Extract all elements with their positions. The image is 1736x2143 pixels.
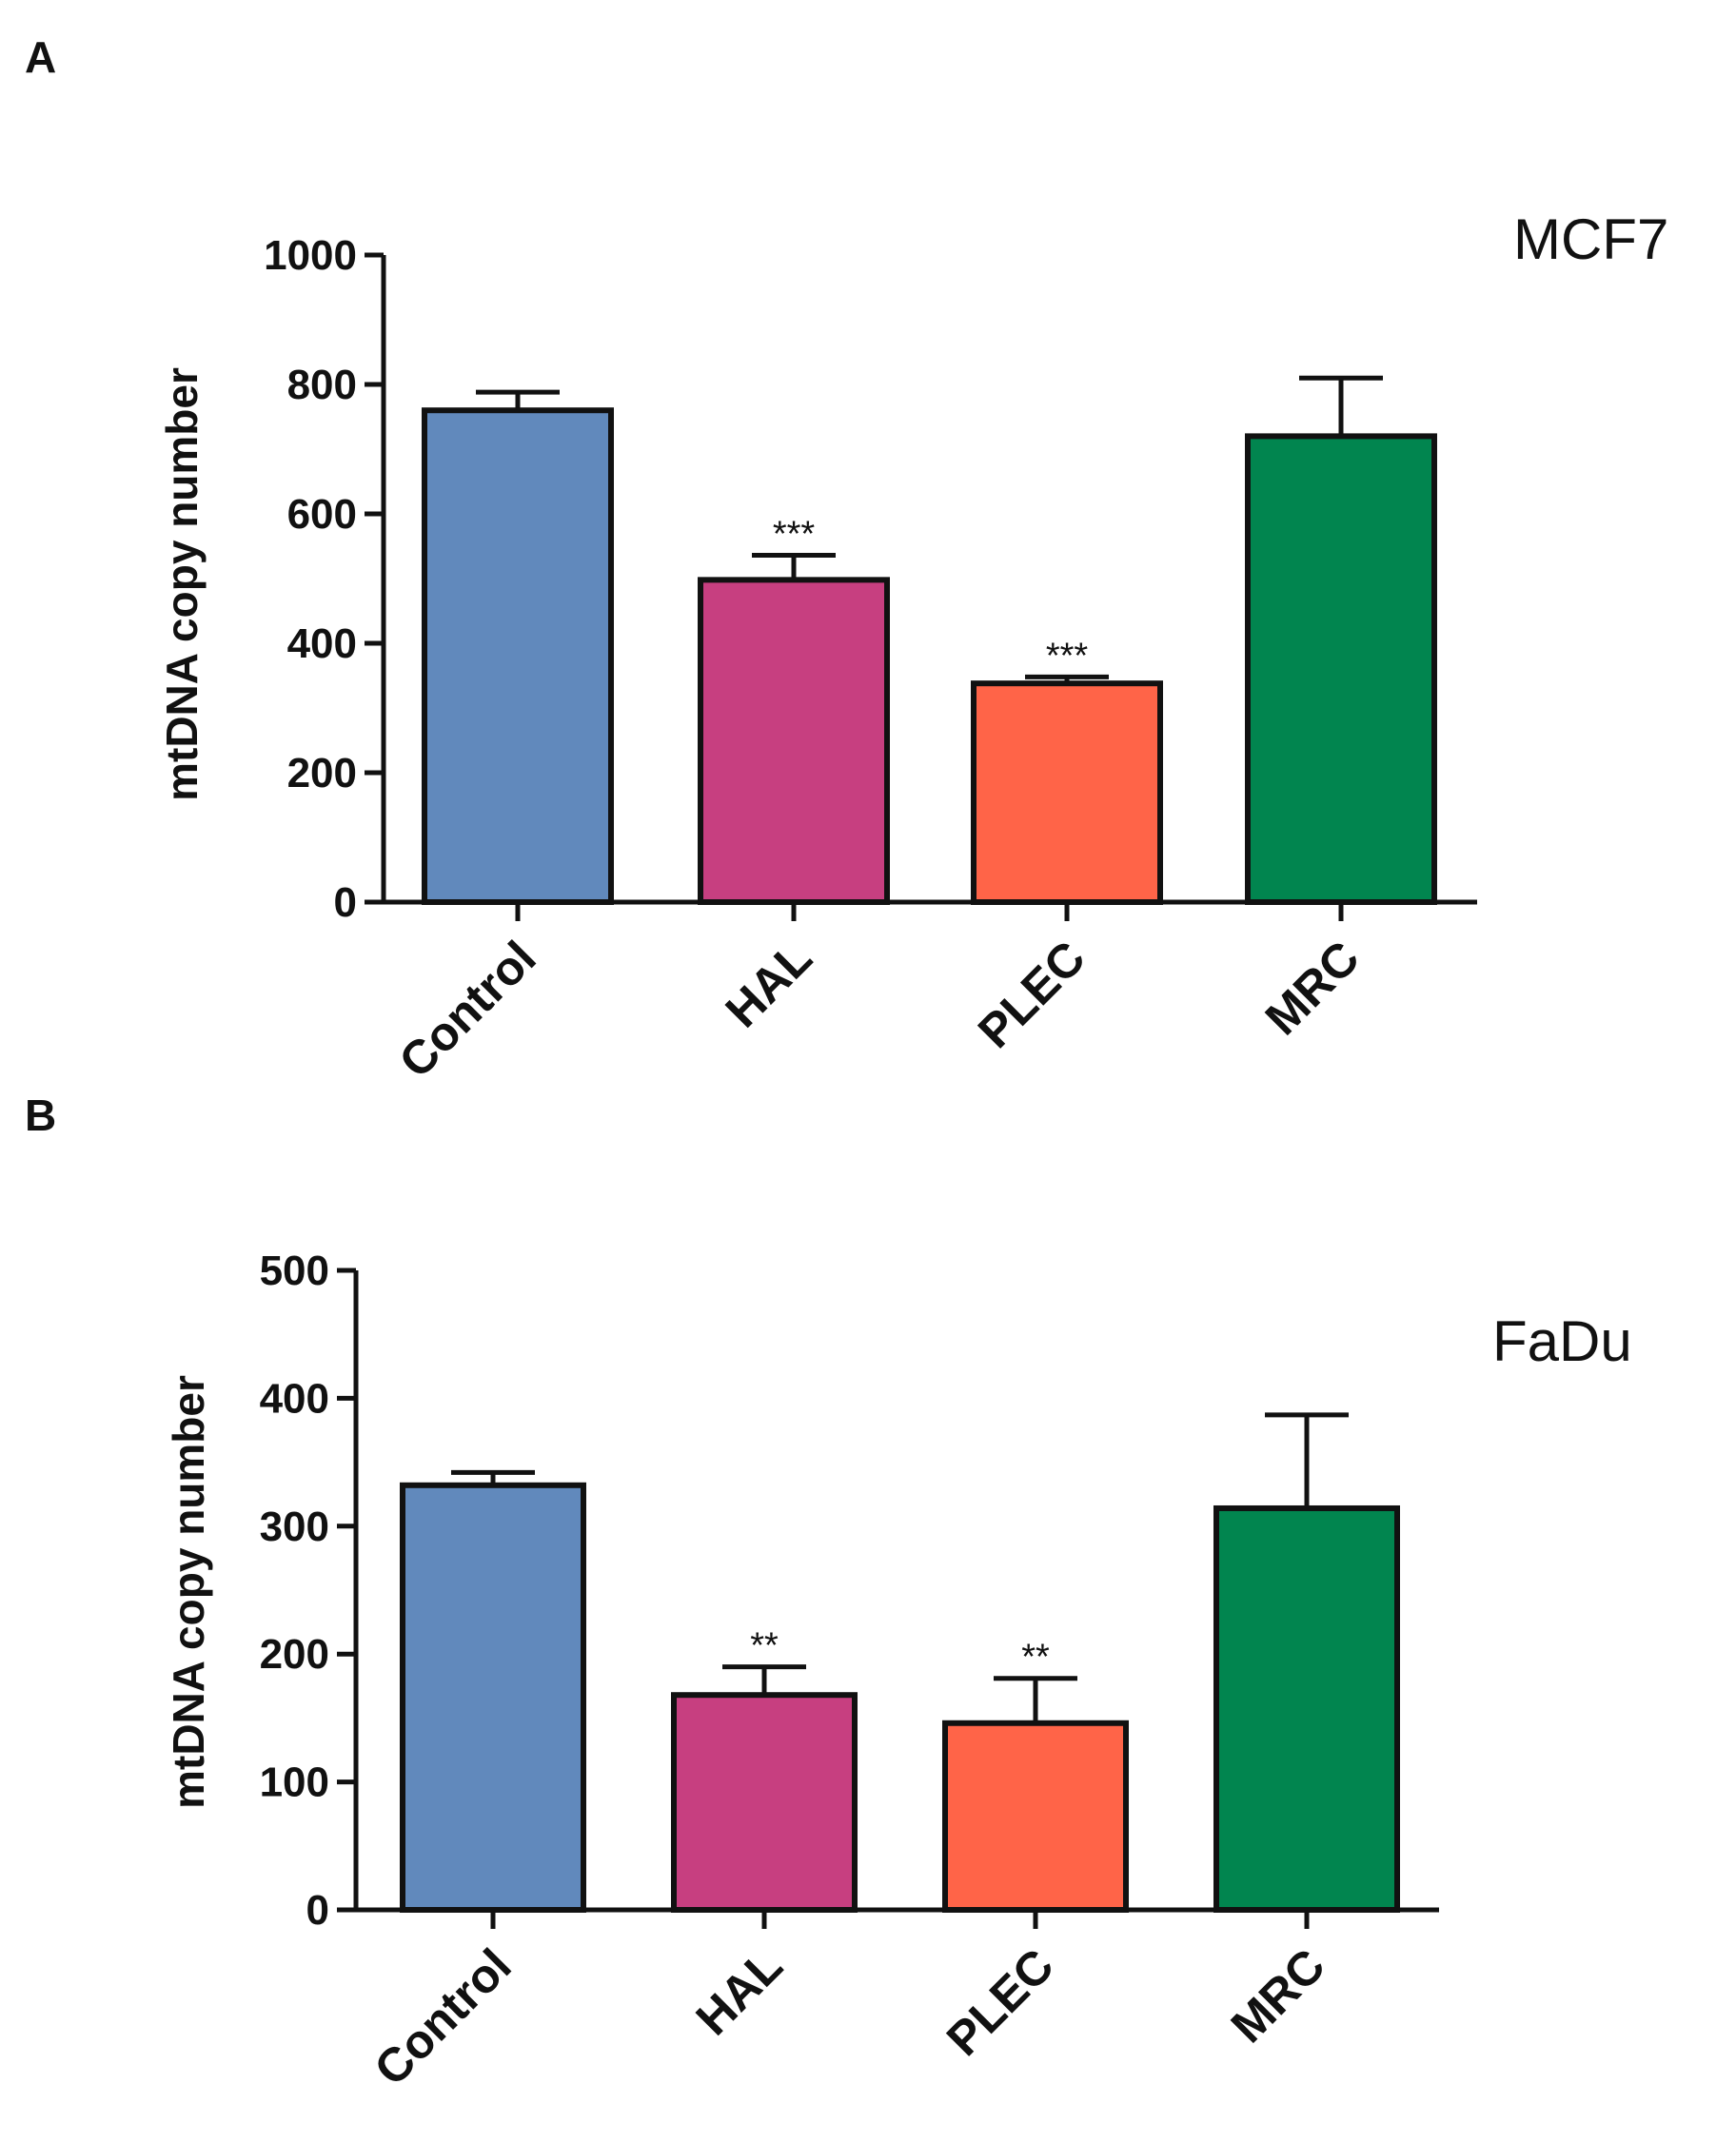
y-tick-label: 800: [287, 362, 357, 408]
bar-plec: [942, 1720, 1129, 1913]
cell-line-label: MCF7: [1513, 207, 1668, 271]
panel-b: B FaDu mtDNA copy number 0 100 200 300 4…: [25, 1091, 1632, 2095]
cell-line-label: FaDu: [1492, 1309, 1632, 1373]
x-tick-label: HAL: [686, 1938, 793, 2045]
y-tick-label: 200: [287, 750, 357, 796]
significance-labels: *** ***: [773, 515, 1089, 677]
x-tick-label: Control: [365, 1938, 522, 2095]
y-tick-label: 1000: [264, 232, 357, 279]
significance-label: **: [750, 1626, 779, 1666]
y-axis-title: mtDNA copy number: [164, 1375, 213, 1809]
significance-label: ***: [773, 515, 816, 555]
bar-hal: [698, 577, 890, 905]
bar-control: [422, 407, 614, 905]
significance-labels: ** **: [750, 1626, 1050, 1678]
y-tick-labels: 0 200 400 600 800 1000: [264, 232, 357, 926]
bar-plec: [971, 680, 1163, 905]
bar-mrc: [1245, 433, 1437, 905]
y-tick-labels: 0 100 200 300 400 500: [260, 1248, 329, 1934]
x-tick-label: PLEC: [968, 931, 1095, 1058]
significance-label: ***: [1046, 636, 1089, 676]
bar-hal: [671, 1692, 858, 1914]
x-tick-label: Control: [389, 931, 546, 1088]
x-tick-label: MRC: [1255, 931, 1370, 1045]
y-tick-label: 100: [260, 1760, 329, 1806]
x-tick-label: PLEC: [937, 1938, 1064, 2066]
bar-marks: [365, 252, 1437, 921]
y-tick-label: 200: [260, 1631, 329, 1678]
significance-label: **: [1021, 1638, 1050, 1678]
y-tick-label: 400: [260, 1375, 329, 1422]
panel-label: B: [25, 1091, 56, 1140]
y-axis-title: mtDNA copy number: [157, 367, 207, 801]
bar-mrc: [1213, 1504, 1400, 1913]
bar-marks: [337, 1268, 1400, 1929]
y-tick-label: 300: [260, 1504, 329, 1550]
x-tick-labels: Control HAL PLEC MRC: [365, 1938, 1335, 2095]
y-tick-label: 400: [287, 620, 357, 667]
bar-control: [400, 1482, 586, 1913]
y-tick-label: 0: [306, 1887, 329, 1934]
y-tick-label: 600: [287, 491, 357, 538]
panel-label: A: [25, 32, 56, 82]
x-tick-label: HAL: [716, 931, 822, 1037]
panel-a: A MCF7 mtDNA copy number 0 200 400 600 8…: [25, 32, 1668, 1088]
x-tick-label: MRC: [1221, 1938, 1335, 2053]
y-tick-label: 0: [334, 879, 357, 926]
x-tick-labels: Control HAL PLEC MRC: [389, 931, 1370, 1088]
y-tick-label: 500: [260, 1248, 329, 1294]
